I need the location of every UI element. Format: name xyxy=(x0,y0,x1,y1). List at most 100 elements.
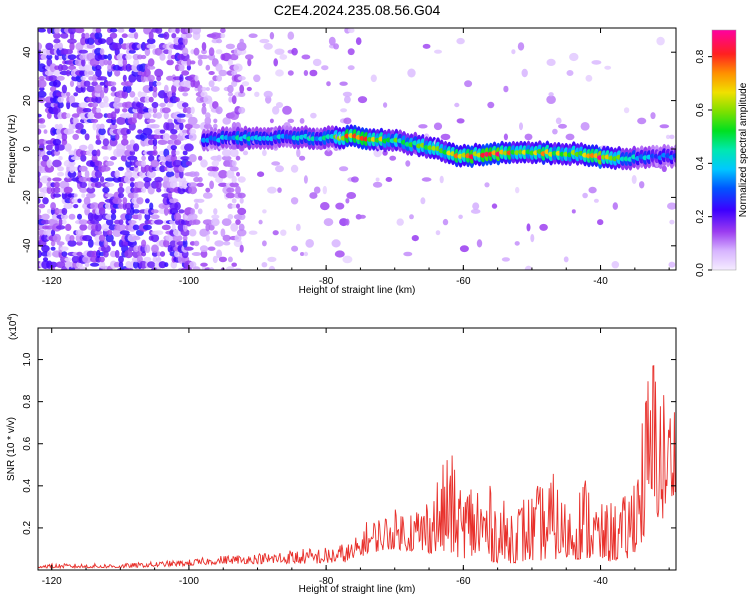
spectrogram-noise-cell xyxy=(97,38,107,44)
spectrogram-noise-cell xyxy=(120,127,130,136)
spectrogram-noise-cell xyxy=(519,122,523,131)
spectrogram-noise-cell xyxy=(38,118,46,124)
spectrogram-noise-cell xyxy=(155,28,163,34)
spectrogram-noise-cell xyxy=(53,38,61,44)
colorbar-gradient xyxy=(712,30,736,270)
spectrogram-noise-cell xyxy=(40,175,51,184)
spectrogram-noise-cell xyxy=(299,118,305,124)
spectrogram-noise-cell xyxy=(303,175,308,184)
spectrogram-noise-cell xyxy=(204,116,212,126)
spectrogram-noise-cell xyxy=(186,106,192,114)
spectrogram-noise-cell xyxy=(546,95,556,104)
spectrogram-noise-cell xyxy=(117,28,125,33)
spectrogram-noise-cell xyxy=(218,169,228,179)
spectrogram-noise-cell xyxy=(340,108,348,113)
spectrogram-noise-cell xyxy=(95,107,102,113)
colorbar-tick-label: 0.0 xyxy=(695,263,706,277)
spectrogram-noise-cell xyxy=(156,187,162,193)
spectrogram-noise-cell xyxy=(566,70,574,76)
spectrogram-noise-cell xyxy=(72,117,79,125)
spectrogram-noise-cell xyxy=(212,170,219,178)
spectrogram-noise-cell xyxy=(213,208,218,215)
spectrogram-noise-cell xyxy=(118,37,124,45)
spectrogram-noise-cell xyxy=(178,209,185,214)
y-tick-label: 0.6 xyxy=(22,436,33,450)
spectrogram-noise-cell xyxy=(73,92,79,97)
spectrogram-noise-cell xyxy=(144,213,151,221)
spectrogram-noise-cell xyxy=(231,70,238,76)
spectrogram-noise-cell xyxy=(300,252,305,256)
spectrogram-noise-cell xyxy=(65,234,72,243)
spectrogram-noise-cell xyxy=(207,246,216,251)
spectrogram-noise-cell xyxy=(103,95,109,104)
spectrogram-noise-cell xyxy=(163,111,169,120)
spectrogram-noise-cell xyxy=(346,192,357,199)
spectrogram-noise-cell xyxy=(140,91,148,97)
spectrogram-noise-cell xyxy=(118,192,124,199)
spectrogram-noise-cell xyxy=(94,181,102,188)
spectrogram-noise-cell xyxy=(197,84,203,94)
spectrogram-noise-cell xyxy=(588,186,597,194)
spectrogram-noise-cell xyxy=(168,191,173,200)
spectrogram-noise-cell xyxy=(230,223,239,232)
spectrogram-noise-cell xyxy=(558,123,567,129)
spectrogram-noise-cell xyxy=(101,166,111,172)
spectrogram-noise-cell xyxy=(216,38,223,44)
spectrogram-noise-cell xyxy=(323,218,334,227)
x-tick-label: -60 xyxy=(456,276,471,287)
spectrogram-noise-cell xyxy=(205,87,210,91)
spectrogram-noise-cell xyxy=(38,214,43,220)
spectrogram-noise-cell xyxy=(60,64,69,71)
spectrogram-noise-cell xyxy=(287,31,295,40)
snr-series-line xyxy=(38,365,676,570)
spectrogram-noise-cell xyxy=(147,74,155,82)
spectrogram-noise-cell xyxy=(225,266,236,270)
spectrogram-noise-cell xyxy=(326,81,331,87)
spectrogram-noise-cell xyxy=(83,196,91,205)
spectrogram-noise-cell xyxy=(107,59,113,66)
spectrogram-noise-cell xyxy=(484,182,490,188)
spectrogram-noise-cell xyxy=(201,106,207,115)
spectrogram-noise-cell xyxy=(186,58,192,67)
spectrogram-noise-cell xyxy=(144,47,151,57)
snr-multiplier: (x104) xyxy=(7,313,19,340)
spectrogram-noise-cell xyxy=(189,60,196,65)
spectrogram-noise-cell xyxy=(268,265,276,270)
spectrogram-noise-cell xyxy=(263,90,273,98)
spectrogram-noise-cell xyxy=(187,182,198,188)
spectrogram-noise-cell xyxy=(226,169,235,179)
spectrogram-noise-cell xyxy=(77,213,82,220)
spectrogram-noise-cell xyxy=(320,202,330,211)
spectrogram-noise-cell xyxy=(227,92,234,97)
spectrogram-noise-cell xyxy=(130,207,135,216)
spectrogram-noise-cell xyxy=(272,230,279,236)
spectrogram-noise-cell xyxy=(118,203,124,210)
spectrogram-noise-cell xyxy=(189,128,197,135)
spectrogram-noise-cell xyxy=(46,54,53,60)
spectrogram-noise-cell xyxy=(373,148,382,158)
spectrogram-noise-cell xyxy=(114,250,120,258)
spectrogram-noise-cell xyxy=(148,154,155,162)
spectrogram-noise-cell xyxy=(190,208,196,215)
spectrogram-noise-cell xyxy=(275,165,284,173)
spectrogram-noise-cell xyxy=(152,144,158,151)
spectrogram-noise-cell xyxy=(84,170,90,179)
spectrogram-noise-cell xyxy=(291,47,298,56)
spectrogram-noise-cell xyxy=(48,261,58,268)
spectrogram-noise-cell xyxy=(181,70,190,76)
spectrogram-noise-cell xyxy=(170,144,177,151)
spectrogram-noise-cell xyxy=(212,230,218,235)
spectrogram-noise-cell xyxy=(38,42,43,51)
spectrogram-noise-cell xyxy=(38,96,46,104)
spectrogram-noise-cell xyxy=(282,105,292,115)
spectrogram-noise-cell xyxy=(199,54,209,60)
spectrogram-noise-cell xyxy=(611,261,620,269)
spectrogram-noise-cell xyxy=(552,128,558,135)
spectrogram-noise-cell xyxy=(152,80,158,87)
spectrogram-noise-cell xyxy=(301,54,311,60)
spectrogram-noise-cell xyxy=(42,197,49,205)
spectrogram-noise-cell xyxy=(235,219,241,226)
spectrogram-noise-cell xyxy=(201,86,207,92)
spectrogram-noise-cell xyxy=(171,148,177,157)
